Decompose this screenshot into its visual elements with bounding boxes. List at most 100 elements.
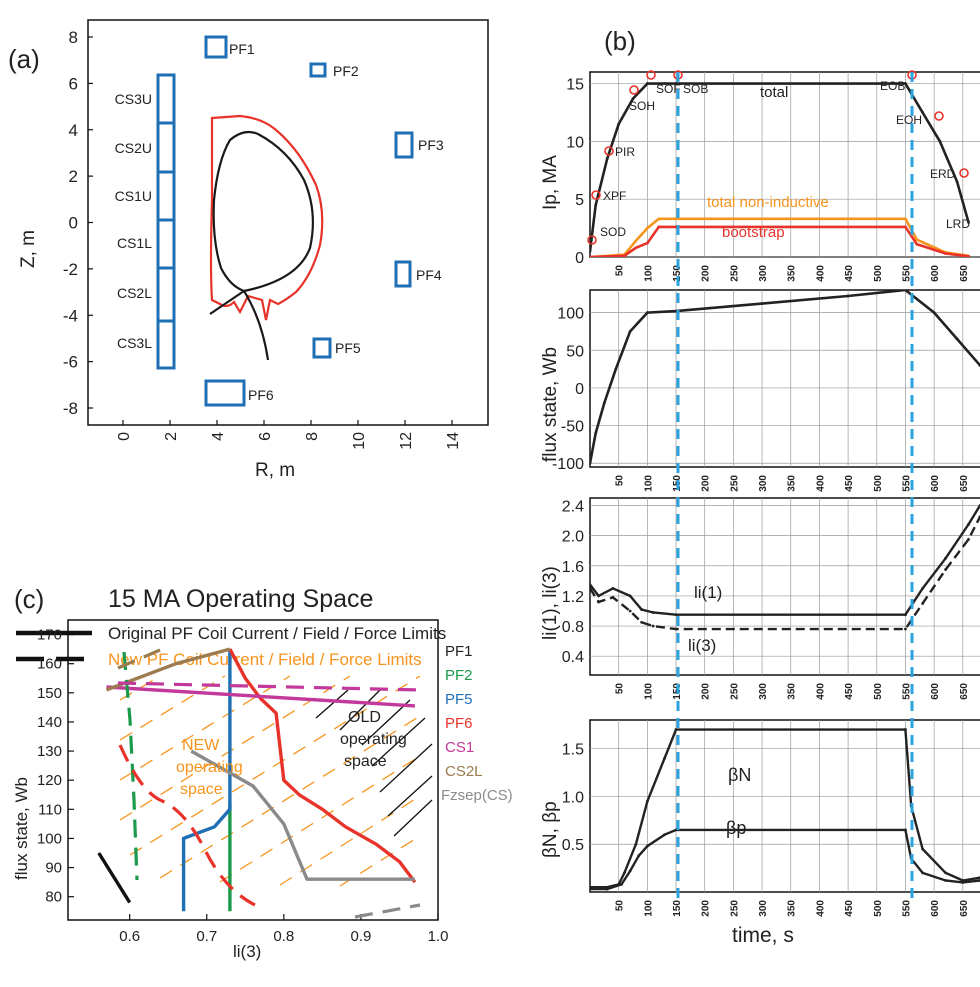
a-xtick-label-3: 6 — [257, 432, 274, 441]
b-xtick-label-1-1: 100 — [643, 475, 654, 492]
b-xtick-label-1-6: 350 — [787, 475, 798, 492]
cs-label-5: CS3L — [117, 335, 152, 351]
coil-label-cs1: CS1 — [445, 739, 474, 756]
b-xtick-label-2-3: 200 — [701, 683, 712, 700]
pf5-label: PF5 — [335, 340, 361, 356]
panel-c-ylabel: flux state, Wb — [12, 777, 31, 880]
ip-point-0-3 — [617, 123, 620, 126]
flux-point-0-8 — [847, 295, 850, 298]
ip-point-0-2 — [606, 157, 609, 160]
c-ytick-label-8: 90 — [45, 860, 62, 877]
ip-ylabel: Ip, MA — [540, 155, 561, 210]
flux-point-0-7 — [761, 302, 764, 305]
b-xtick-label-3-8: 450 — [844, 900, 855, 917]
ip-series-label-bootstrap: bootstrap — [722, 224, 785, 241]
li-point-1-9 — [944, 568, 947, 571]
b-xtick-label-1-4: 250 — [729, 475, 740, 492]
cs-coil-stack — [158, 75, 174, 368]
panel-a-xlabel: R, m — [255, 460, 295, 481]
cs-label-0: CS3U — [115, 91, 152, 107]
b-xtick-label-2-12: 650 — [959, 683, 970, 700]
coil-label-fzsep: Fzsep(CS) — [441, 787, 513, 804]
a-ytick-label-1: 6 — [69, 74, 78, 93]
flux-ylabel: flux state, Wb — [540, 347, 561, 462]
new-space-label-3: space — [180, 781, 223, 798]
a-xtick-label-5: 10 — [351, 432, 368, 450]
beta-point-1-12 — [961, 881, 964, 884]
c-ytick-label-9: 80 — [45, 889, 62, 906]
flux-ytick-label-3: -50 — [561, 419, 584, 436]
pf5-coil — [314, 339, 330, 357]
b-xtick-label-3-9: 500 — [873, 900, 884, 917]
b-xtick-label-0-8: 450 — [844, 265, 855, 282]
li1-label: li(1) — [694, 583, 722, 602]
pf4-label: PF4 — [416, 267, 442, 283]
b-xtick-label-3-12: 650 — [959, 900, 970, 917]
b-xtick-label-0-9: 500 — [873, 265, 884, 282]
pf1-coil — [206, 37, 226, 57]
c-ytick-label-3: 140 — [37, 714, 62, 731]
panel-c: (c) 15 MA Operating Space Original PF Co… — [12, 584, 513, 961]
ip-point-2-4 — [657, 226, 660, 229]
beta-series-0 — [590, 730, 980, 888]
b-xtick-label-3-5: 300 — [758, 900, 769, 917]
panel-a-ylabel: Z, m — [18, 230, 39, 268]
beta-point-1-2 — [620, 883, 623, 886]
old-space-label-3: space — [344, 753, 387, 770]
cs-coil-labels: CS3UCS2UCS1UCS1LCS2LCS3L — [115, 91, 153, 351]
ip-event-lrd: LRD — [946, 217, 970, 231]
panel-c-label: (c) — [14, 584, 44, 614]
b-xtick-label-2-1: 100 — [643, 683, 654, 700]
flux-point-0-9 — [904, 289, 907, 292]
li-point-1-6 — [675, 628, 678, 631]
pf-coils — [206, 37, 412, 405]
a-ytick-label-4: 0 — [69, 214, 78, 233]
beta-point-0-4 — [634, 843, 637, 846]
c-ytick-label-2: 150 — [37, 685, 62, 702]
cs-label-2: CS1U — [115, 188, 152, 204]
beta-ylabel: βN, βp — [540, 801, 561, 858]
beta-point-1-0 — [589, 888, 592, 891]
li-series-0 — [590, 506, 980, 615]
b-xtick-label-1-12: 650 — [959, 475, 970, 492]
pf3-coil — [396, 133, 412, 157]
b-xtick-label-2-11: 600 — [930, 683, 941, 700]
li-ylabel: li(1), li(3) — [540, 566, 561, 640]
new-space-label-1: NEW — [182, 737, 220, 754]
b-xtick-label-0-1: 100 — [643, 265, 654, 282]
beta-point-1-5 — [646, 845, 649, 848]
beta-point-0-11 — [944, 871, 947, 874]
coil-label-pf1: PF1 — [445, 643, 473, 660]
b-xtick-label-1-9: 500 — [873, 475, 884, 492]
flux-point-0-4 — [629, 330, 632, 333]
ip-point-2-8 — [944, 252, 947, 255]
li-point-1-7 — [904, 628, 907, 631]
li-point-1-2 — [612, 596, 615, 599]
beta-point-0-5 — [646, 800, 649, 803]
b-xtick-label-3-2: 150 — [672, 900, 683, 917]
beta-point-0-8 — [904, 728, 907, 731]
li-point-0-1 — [597, 595, 600, 598]
li-point-0-8 — [921, 587, 924, 590]
beta-point-1-4 — [637, 854, 640, 857]
a-xtick-label-2: 4 — [210, 432, 227, 441]
flux-point-0-3 — [614, 368, 617, 371]
coil-legend-labels: PF1 PF2 PF5 PF6 CS1 CS2L Fzsep(CS) — [441, 643, 513, 804]
c-limit-line-3 — [230, 649, 415, 882]
li-point-1-1 — [597, 601, 600, 604]
li-point-0-5 — [652, 611, 655, 614]
old-space-label-1: OLD — [348, 709, 381, 726]
a-ytick-label-7: -6 — [63, 353, 78, 372]
b-xtick-label-1-0: 50 — [615, 475, 626, 487]
b-xtick-label-3-3: 200 — [701, 900, 712, 917]
beta-point-1-8 — [904, 828, 907, 831]
legend-original: Original PF Coil Current / Field / Force… — [108, 624, 446, 643]
li-point-1-0 — [589, 587, 592, 590]
b-xtick-label-2-6: 350 — [787, 683, 798, 700]
flux-point-0-11 — [956, 338, 959, 341]
panel-a-frame — [88, 20, 488, 425]
panel-b: (b) 50 100 150 200 250 300 350 400 450 500 550 600 6… — [540, 26, 980, 947]
c-ytick-label-4: 130 — [37, 743, 62, 760]
ip-point-2-3 — [646, 242, 649, 245]
